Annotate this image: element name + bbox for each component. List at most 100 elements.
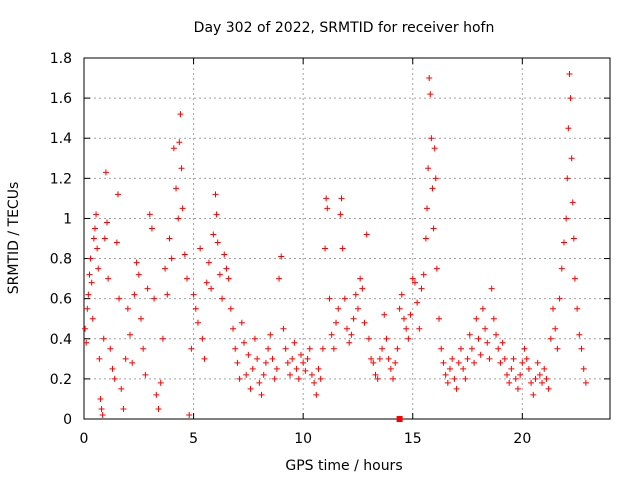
data-point: [86, 271, 93, 278]
y-tick-label: 1.2: [50, 171, 72, 187]
data-point: [411, 279, 418, 286]
data-point: [107, 345, 114, 352]
data-point: [449, 355, 456, 362]
data-point: [269, 355, 276, 362]
data-point: [387, 365, 394, 372]
data-point: [400, 315, 407, 322]
data-point: [111, 375, 118, 382]
data-point: [574, 305, 581, 312]
data-points: [82, 71, 589, 422]
data-point: [118, 385, 125, 392]
data-point: [210, 231, 217, 238]
data-point: [256, 379, 263, 386]
data-point: [97, 395, 104, 402]
data-point: [186, 411, 193, 418]
data-point: [278, 253, 285, 260]
data-point: [214, 239, 221, 246]
data-point: [477, 351, 484, 358]
data-point: [276, 275, 283, 282]
data-point: [287, 371, 294, 378]
data-point: [582, 379, 589, 386]
data-point: [300, 359, 307, 366]
data-point: [528, 379, 535, 386]
data-point: [254, 355, 261, 362]
data-point: [135, 271, 142, 278]
data-point: [565, 125, 572, 132]
x-tick-label: 5: [189, 431, 198, 447]
data-point: [190, 291, 197, 298]
data-point: [205, 259, 212, 266]
data-point: [323, 195, 330, 202]
data-point: [442, 371, 449, 378]
data-point: [173, 185, 180, 192]
x-tick-label: 10: [294, 431, 312, 447]
data-point: [466, 331, 473, 338]
data-point: [326, 295, 333, 302]
data-point: [508, 365, 515, 372]
data-point: [543, 375, 550, 382]
data-point: [484, 339, 491, 346]
data-point: [348, 331, 355, 338]
data-point: [247, 385, 254, 392]
data-point: [558, 265, 565, 272]
y-tick-label: 1.4: [50, 131, 72, 147]
data-point: [376, 355, 383, 362]
data-point: [155, 405, 162, 412]
data-point: [385, 355, 392, 362]
data-point: [262, 359, 269, 366]
data-point: [243, 371, 250, 378]
data-point: [203, 279, 210, 286]
data-point: [236, 375, 243, 382]
data-point: [510, 355, 517, 362]
data-point: [499, 339, 506, 346]
data-point: [455, 359, 462, 366]
data-point: [521, 345, 528, 352]
data-point: [571, 275, 578, 282]
data-point: [457, 345, 464, 352]
y-tick-label: 1.8: [50, 51, 72, 67]
data-point: [534, 359, 541, 366]
data-point: [372, 371, 379, 378]
data-point: [291, 339, 298, 346]
data-point: [580, 365, 587, 372]
y-tick-label: 1.6: [50, 91, 72, 107]
data-point: [503, 371, 510, 378]
data-point: [98, 405, 105, 412]
data-point: [501, 355, 508, 362]
data-point: [179, 205, 186, 212]
data-point: [578, 345, 585, 352]
data-point: [251, 335, 258, 342]
data-point: [133, 259, 140, 266]
data-point: [216, 271, 223, 278]
data-point: [428, 135, 435, 142]
data-point: [324, 205, 331, 212]
data-point: [365, 335, 372, 342]
data-point: [267, 331, 274, 338]
data-point: [335, 305, 342, 312]
data-point: [82, 325, 89, 332]
data-point: [361, 319, 368, 326]
data-point: [495, 345, 502, 352]
data-point: [131, 291, 138, 298]
data-point: [293, 365, 300, 372]
data-point: [280, 325, 287, 332]
data-point: [566, 71, 573, 78]
data-point: [120, 405, 127, 412]
data-point: [213, 211, 220, 218]
data-point: [532, 375, 539, 382]
data-point: [223, 265, 230, 272]
data-point: [176, 139, 183, 146]
data-point: [295, 375, 302, 382]
data-point: [102, 169, 109, 176]
data-point: [433, 265, 440, 272]
data-point: [541, 365, 548, 372]
data-point: [319, 345, 326, 352]
data-point: [144, 285, 151, 292]
data-point: [91, 225, 98, 232]
data-point: [227, 305, 234, 312]
data-point: [569, 199, 576, 206]
data-point: [337, 211, 344, 218]
data-point: [308, 371, 315, 378]
data-point: [127, 331, 134, 338]
